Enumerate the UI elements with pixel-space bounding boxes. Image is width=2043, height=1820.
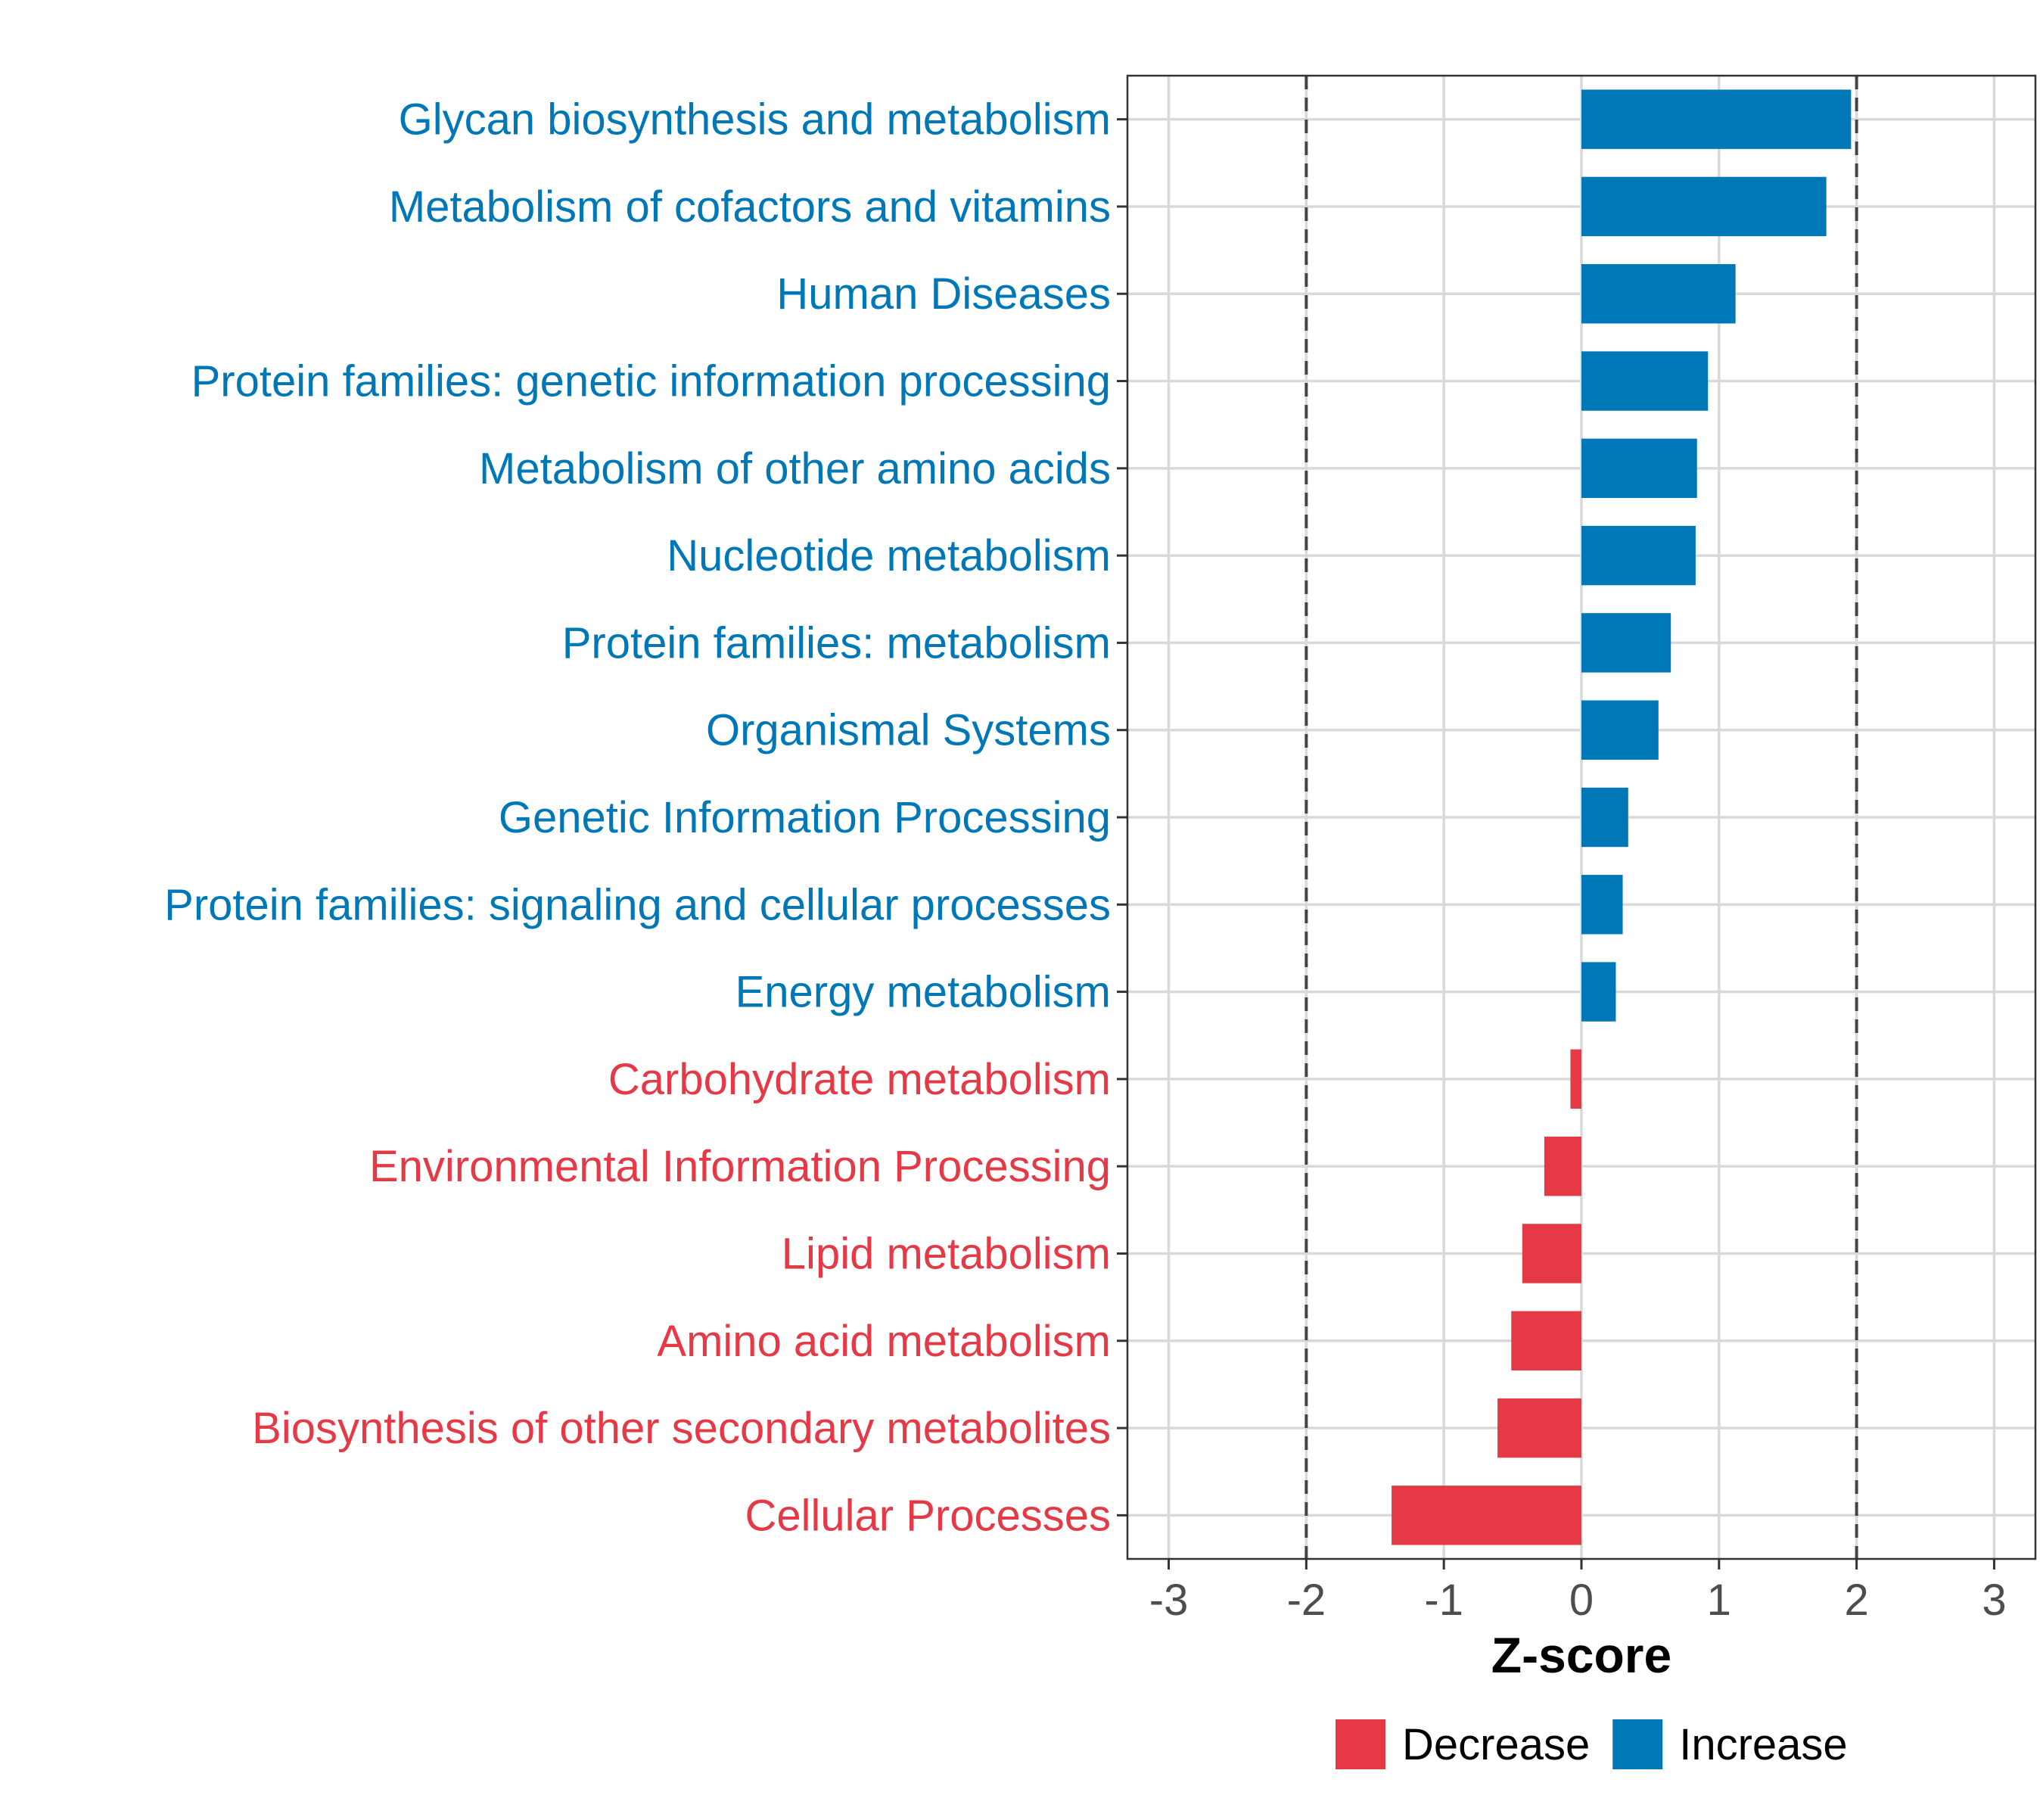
y-ticks: Glycan biosynthesis and metabolism Metabo…: [164, 95, 1127, 1540]
y-tick-label: Environmental Information Processing: [369, 1142, 1111, 1191]
bar: [1581, 962, 1616, 1022]
y-tick-label: Lipid metabolism: [782, 1229, 1111, 1278]
legend-swatch: [1612, 1719, 1663, 1769]
y-tick-label: Protein families: metabolism: [562, 618, 1111, 667]
y-tick-label: Carbohydrate metabolism: [608, 1055, 1111, 1104]
bar: [1392, 1486, 1581, 1545]
legend-label: Increase: [1679, 1720, 1847, 1769]
bar: [1581, 875, 1623, 935]
x-tick-label: 1: [1707, 1576, 1731, 1625]
y-tick-label: Glycan biosynthesis and metabolism: [399, 95, 1111, 145]
legend: Decrease Increase: [1336, 1719, 1848, 1769]
bar: [1581, 351, 1709, 411]
x-tick-label: -1: [1424, 1576, 1463, 1625]
x-tick-label: -2: [1287, 1576, 1326, 1625]
bar: [1581, 176, 1827, 237]
x-ticks: -3 -2 -1 0 1 2 3: [1149, 1559, 2007, 1625]
legend-swatch: [1336, 1719, 1385, 1769]
y-tick-label: Energy metabolism: [735, 968, 1111, 1017]
y-tick-label: Organismal Systems: [706, 706, 1111, 755]
x-axis-title: Z-score: [1491, 1627, 1671, 1683]
y-tick-label: Amino acid metabolism: [657, 1317, 1111, 1366]
bar: [1511, 1311, 1581, 1370]
y-tick-label: Protein families: genetic information pr…: [191, 357, 1111, 406]
y-tick-label: Protein families: signaling and cellular…: [164, 880, 1111, 929]
y-tick-label: Metabolism of other amino acids: [479, 444, 1111, 493]
reference-lines: [1304, 76, 1858, 1559]
y-tick-label: Nucleotide metabolism: [667, 531, 1111, 580]
legend-label: Decrease: [1402, 1720, 1590, 1769]
x-tick-label: -3: [1149, 1576, 1189, 1625]
y-tick-label: Genetic Information Processing: [499, 793, 1111, 842]
bar: [1522, 1224, 1581, 1283]
x-tick-label: 3: [1982, 1576, 2006, 1625]
bar: [1581, 438, 1697, 499]
x-tick-label: 2: [1845, 1576, 1869, 1625]
y-tick-label: Human Diseases: [776, 269, 1111, 319]
bar: [1581, 525, 1696, 586]
bars: [1392, 89, 1852, 1545]
y-tick-label: Cellular Processes: [745, 1491, 1111, 1540]
bar: [1544, 1136, 1581, 1196]
bar: [1581, 700, 1659, 760]
bar: [1570, 1049, 1581, 1109]
bar: [1497, 1398, 1581, 1458]
bar: [1581, 613, 1671, 673]
bar: [1581, 89, 1852, 149]
bar: [1581, 264, 1736, 324]
y-tick-label: Biosynthesis of other secondary metaboli…: [252, 1404, 1111, 1453]
y-tick-label: Metabolism of cofactors and vitamins: [389, 182, 1111, 232]
x-tick-label: 0: [1569, 1576, 1594, 1625]
bar: [1581, 787, 1628, 848]
